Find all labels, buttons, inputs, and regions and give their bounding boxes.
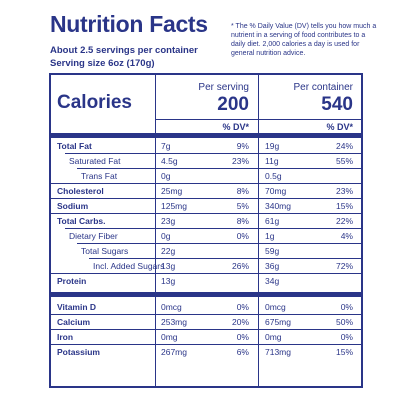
nutrient-row-total-carbs: Total Carbs. 23g 8% 61g 22% <box>51 214 361 229</box>
per-serving-calories: 200 <box>217 94 249 115</box>
nutrient-name: Incl. Added Sugars <box>93 261 165 271</box>
container-dv: 24% <box>335 141 353 151</box>
dv-header-container: % DV* <box>326 122 353 132</box>
column-divider-1 <box>155 75 156 386</box>
nutrient-row-calcium: Calcium 253mg 20% 675mg 50% <box>51 315 361 330</box>
nutrient-name: Saturated Fat <box>69 156 121 166</box>
container-amount: 0mg <box>265 332 282 342</box>
serving-amount: 22g <box>161 246 176 256</box>
serving-dv: 0% <box>236 231 249 241</box>
nutrient-name: Cholesterol <box>57 186 104 196</box>
label-header: Nutrition Facts * The % Daily Value (DV)… <box>50 11 376 71</box>
serving-amount: 7g <box>161 141 171 151</box>
nutrient-row-vitamin-d: Vitamin D 0mcg 0% 0mcg 0% <box>51 300 361 315</box>
container-dv: 72% <box>335 261 353 271</box>
serving-dv: 8% <box>236 186 249 196</box>
container-amount: 713mg <box>265 347 291 357</box>
container-amount: 340mg <box>265 201 291 211</box>
serving-amount: 0mg <box>161 332 178 342</box>
per-serving-label: Per serving <box>198 82 249 93</box>
container-amount: 70mg <box>265 186 287 196</box>
serving-dv: 20% <box>231 317 249 327</box>
per-container-calories: 540 <box>321 94 353 115</box>
nutrient-row-saturated-fat: Saturated Fat 4.5g 23% 11g 55% <box>51 154 361 169</box>
nutrient-row-total-fat: Total Fat 7g 9% 19g 24% <box>51 139 361 154</box>
container-amount: 59g <box>265 246 280 256</box>
serving-amount: 0g <box>161 171 171 181</box>
serving-info: About 2.5 servings per container Serving… <box>50 44 198 70</box>
serving-dv: 23% <box>231 156 249 166</box>
container-dv: 4% <box>340 231 353 241</box>
container-amount: 19g <box>265 141 280 151</box>
nutrition-table: Calories Per serving 200 Per container 5… <box>49 73 363 388</box>
serving-dv: 0% <box>236 302 249 312</box>
nutrient-row-trans-fat: Trans Fat 0g 0.5g <box>51 169 361 184</box>
nutrient-name: Potassium <box>57 347 100 357</box>
container-amount: 0.5g <box>265 171 282 181</box>
nutrient-name: Vitamin D <box>57 302 97 312</box>
container-amount: 61g <box>265 216 280 226</box>
nutrient-name: Total Sugars <box>81 246 129 256</box>
nutrient-name: Protein <box>57 276 87 286</box>
serving-amount: 13g <box>161 261 176 271</box>
serving-amount: 4.5g <box>161 156 178 166</box>
nutrient-name: Calcium <box>57 317 91 327</box>
serving-amount: 0mcg <box>161 302 182 312</box>
label-title: Nutrition Facts <box>50 11 208 37</box>
dv-header-serving: % DV* <box>222 122 249 132</box>
nutrient-row-iron: Iron 0mg 0% 0mg 0% <box>51 330 361 345</box>
serving-amount: 25mg <box>161 186 183 196</box>
serving-amount: 0g <box>161 231 171 241</box>
serving-amount: 13g <box>161 276 176 286</box>
container-dv: 55% <box>335 156 353 166</box>
nutrient-row-dietary-fiber: Dietary Fiber 0g 0% 1g 4% <box>51 229 361 244</box>
serving-dv: 6% <box>236 347 249 357</box>
calories-label: Calories <box>57 92 132 113</box>
calories-divider <box>155 119 361 120</box>
nutrient-name: Sodium <box>57 201 89 211</box>
nutrient-row-added-sugars: Incl. Added Sugars 13g 26% 36g 72% <box>51 259 361 274</box>
serving-dv: 9% <box>236 141 249 151</box>
container-amount: 36g <box>265 261 280 271</box>
nutrient-name: Iron <box>57 332 74 342</box>
container-dv: 0% <box>340 332 353 342</box>
container-dv: 0% <box>340 302 353 312</box>
thick-divider-top <box>51 133 361 138</box>
container-amount: 675mg <box>265 317 291 327</box>
serving-dv: 0% <box>236 332 249 342</box>
nutrient-row-protein: Protein 13g 34g <box>51 274 361 289</box>
nutrient-row-cholesterol: Cholesterol 25mg 8% 70mg 23% <box>51 184 361 199</box>
per-container-label: Per container <box>293 82 353 93</box>
nutrient-row-sodium: Sodium 125mg 5% 340mg 15% <box>51 199 361 214</box>
serving-amount: 267mg <box>161 347 187 357</box>
serving-dv: 8% <box>236 216 249 226</box>
nutrient-name: Total Fat <box>57 141 92 151</box>
serving-amount: 253mg <box>161 317 187 327</box>
serving-amount: 125mg <box>161 201 187 211</box>
container-amount: 0mcg <box>265 302 286 312</box>
container-amount: 11g <box>265 156 279 166</box>
serving-dv: 5% <box>236 201 249 211</box>
nutrient-row-total-sugars: Total Sugars 22g 59g <box>51 244 361 259</box>
serving-amount: 23g <box>161 216 176 226</box>
serving-size: Serving size 6oz (170g) <box>50 58 155 69</box>
daily-value-note: * The % Daily Value (DV) tells you how m… <box>231 23 377 57</box>
nutrient-row-potassium: Potassium 267mg 6% 713mg 15% <box>51 345 361 360</box>
column-divider-2 <box>258 75 259 386</box>
thick-divider-bottom <box>51 292 361 297</box>
container-amount: 34g <box>265 276 280 286</box>
container-dv: 15% <box>335 201 353 211</box>
nutrient-name: Trans Fat <box>81 171 118 181</box>
serving-dv: 26% <box>231 261 249 271</box>
container-dv: 22% <box>335 216 353 226</box>
container-dv: 23% <box>335 186 353 196</box>
nutrient-name: Total Carbs. <box>57 216 106 226</box>
container-dv: 50% <box>335 317 353 327</box>
servings-per-container: About 2.5 servings per container <box>50 45 198 56</box>
nutrient-name: Dietary Fiber <box>69 231 118 241</box>
container-dv: 15% <box>335 347 353 357</box>
container-amount: 1g <box>265 231 275 241</box>
